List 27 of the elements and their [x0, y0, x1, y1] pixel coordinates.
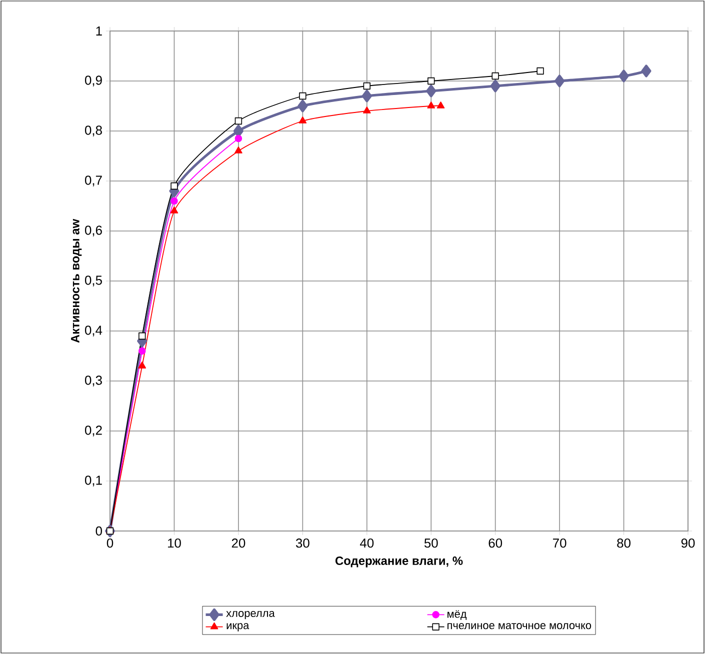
legend-label: мёд: [448, 610, 467, 620]
x-tick-label: 80: [617, 538, 630, 548]
y-axis-title: Активность воды aw: [71, 218, 82, 343]
x-tick-label: 60: [488, 538, 502, 548]
x-tick-label: 10: [168, 538, 181, 548]
y-tick-label: 0,2: [84, 426, 102, 436]
x-tick-label: 20: [232, 538, 246, 548]
x-axis-title: Содержание влаги, %: [335, 556, 463, 568]
y-tick-label: 0,5: [84, 276, 102, 286]
x-tick-label: 70: [553, 538, 566, 548]
y-tick-label: 0,1: [84, 476, 102, 486]
x-tick-label: 90: [681, 538, 695, 548]
y-tick-label: 0,8: [84, 126, 102, 136]
y-tick-label: 0,7: [84, 176, 102, 186]
x-tick-label: 30: [296, 538, 310, 548]
y-tick-label: 0,9: [84, 76, 102, 86]
legend-label: икра: [226, 623, 250, 632]
y-tick-label: 1: [96, 26, 102, 36]
x-tick-label: 40: [360, 538, 374, 548]
legend-label: хлорелла: [226, 610, 275, 620]
x-tick-label: 0: [106, 538, 114, 548]
y-tick-label: 0,6: [84, 226, 102, 236]
y-tick-label: 0,4: [84, 326, 102, 336]
y-tick-label: 0,3: [84, 376, 102, 386]
legend-label: пчелиное маточное молочко: [448, 623, 592, 630]
x-tick-label: 50: [424, 538, 438, 548]
y-tick-label: 0: [96, 526, 102, 536]
